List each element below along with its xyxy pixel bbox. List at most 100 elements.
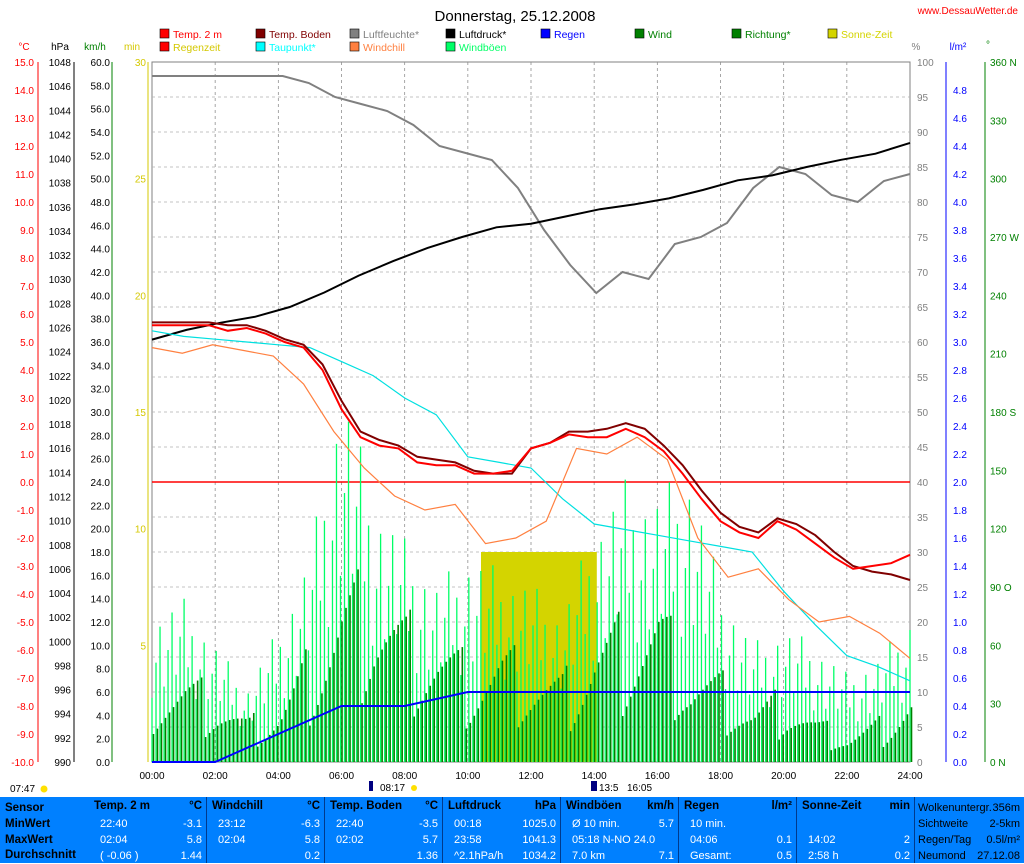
wind-unit: km/h (84, 42, 106, 53)
direction-tick: 210 (990, 350, 1007, 361)
stats-time: 23:12 (218, 818, 246, 830)
humidity-tick: 85 (917, 163, 929, 174)
direction-tick: 240 (990, 291, 1007, 302)
stats-extra-row: Regen/Tag 0.5l/m² (918, 832, 1020, 848)
humidity-tick: 25 (917, 583, 929, 594)
rain-tick: 1.8 (953, 506, 967, 517)
direction-tick: 60 (990, 641, 1002, 652)
direction-tick: 300 (990, 175, 1007, 186)
legend-swatch (159, 41, 170, 52)
rain-tick: 0.8 (953, 646, 967, 657)
rain-tick: 3.0 (953, 338, 967, 349)
stats-row: 0.2 (212, 848, 320, 864)
wind-tick: 44.0 (91, 245, 111, 256)
stats-value: 5.8 (304, 834, 320, 846)
rain-tick: 1.0 (953, 618, 967, 629)
stats-row-label: MinWert (5, 818, 51, 830)
legend-label: Sonne-Zeit (841, 29, 892, 41)
stats-group-title: Windchill °C (212, 800, 320, 812)
wind-tick: 14.0 (91, 595, 111, 606)
temp-tick: 0.0 (20, 478, 34, 489)
legend-swatch (827, 28, 838, 39)
rain-tick: 4.4 (953, 142, 967, 153)
temp-tick: -10.0 (11, 758, 34, 769)
stats-group: Windböen km/h Ø 10 min. 5.7 05:18 N-NO 24.0 7… (560, 797, 679, 863)
wind-tick: 6.0 (96, 688, 110, 699)
legend-swatch (540, 28, 551, 39)
extra-time: 13:5 (599, 783, 619, 794)
temp-tick: -2.0 (17, 534, 35, 545)
legend-label: Temp. 2 m (173, 29, 222, 41)
stats-value: 1041.3 (522, 834, 556, 846)
stats-row: Gesamt: 0.5 (684, 848, 792, 864)
legend-label: Windchill (363, 42, 405, 54)
stats-extra-row: Wolkenuntergr. 356m (918, 800, 1020, 816)
legend-label: Richtung* (745, 29, 791, 41)
sun-tick: 30 (135, 58, 147, 69)
pressure-tick: 1034 (49, 227, 72, 238)
pressure-tick: 998 (54, 661, 71, 672)
wind-tick: 26.0 (91, 455, 111, 466)
time-tick: 12:00 (518, 771, 543, 782)
stats-row: ( -0.06 ) 1.44 (94, 848, 202, 864)
humidity-unit: % (912, 42, 921, 53)
direction-tick: 120 (990, 525, 1007, 536)
stats-group-title: Regen l/m² (684, 800, 792, 812)
stats-time: 02:02 (336, 834, 364, 846)
temp-tick: -1.0 (17, 506, 35, 517)
temp-tick: 9.0 (20, 226, 34, 237)
stats-unit: km/h (647, 800, 674, 812)
stats-value: -3.5 (419, 818, 438, 830)
pressure-tick: 992 (54, 734, 71, 745)
moonset-time: 07:47 (10, 784, 35, 795)
direction-tick: 180 S (990, 408, 1016, 419)
wind-tick: 50.0 (91, 175, 111, 186)
wind-tick: 24.0 (91, 478, 111, 489)
pressure-tick: 1024 (49, 348, 72, 359)
temp-tick: -4.0 (17, 590, 35, 601)
sunset-icon (591, 781, 597, 791)
stats-value: 5.7 (422, 834, 438, 846)
humidity-tick: 65 (917, 303, 929, 314)
stats-extra-value: 356m (992, 802, 1020, 814)
stats-unit: l/m² (771, 800, 792, 812)
temp-tick: -8.0 (17, 702, 35, 713)
stats-extra-value: 0.5l/m² (986, 834, 1020, 846)
stats-value: 1034.2 (522, 850, 556, 862)
stats-extra-row: Sichtweite 2-5km (918, 816, 1020, 832)
stats-row: 02:04 5.8 (94, 832, 202, 848)
rain-tick: 4.0 (953, 198, 967, 209)
temp-tick: 3.0 (20, 394, 34, 405)
temp-tick: 7.0 (20, 282, 34, 293)
time-tick: 24:00 (897, 771, 922, 782)
rain-tick: 2.8 (953, 366, 967, 377)
stats-time: 04:06 (690, 834, 718, 846)
temp-tick: 5.0 (20, 338, 34, 349)
wind-tick: 30.0 (91, 408, 111, 419)
rain-tick: 0.2 (953, 730, 967, 741)
stats-unit: °C (307, 800, 320, 812)
stats-group-title: Sonne-Zeit min (802, 800, 910, 812)
pressure-tick: 1002 (49, 613, 72, 624)
stats-row: 14:02 2 (802, 832, 910, 848)
stats-value: 5.8 (186, 834, 202, 846)
stats-extra-value: 27.12.08 (977, 850, 1020, 862)
stats-extra-row: Neumond 27.12.08 (918, 848, 1020, 864)
stats-value: 1.44 (180, 850, 202, 862)
wind-tick: 8.0 (96, 665, 110, 676)
stats-row: 23:12 -6.3 (212, 816, 320, 832)
wind-tick: 46.0 (91, 221, 111, 232)
wind-tick: 34.0 (91, 361, 111, 372)
time-tick: 18:00 (708, 771, 733, 782)
rain-tick: 0.0 (953, 758, 967, 769)
pressure-tick: 1010 (49, 517, 72, 528)
pressure-tick: 1016 (49, 444, 72, 455)
rain-tick: 2.6 (953, 394, 967, 405)
legend-swatch (159, 28, 170, 39)
temp-tick: 14.0 (15, 86, 35, 97)
stats-extra-label: Neumond (918, 850, 966, 862)
sun-tick: 20 (135, 291, 147, 302)
pressure-line (151, 141, 911, 341)
pressure-tick: 1000 (49, 637, 72, 648)
pressure-unit: hPa (51, 42, 69, 53)
